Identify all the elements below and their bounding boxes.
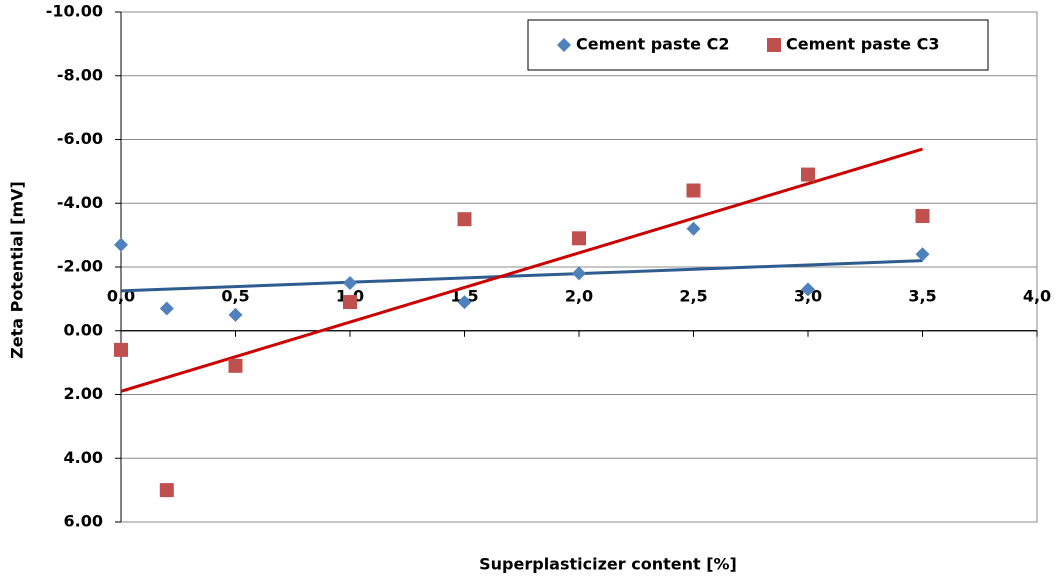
data-point [457,295,472,310]
y-tick-label: 4.00 [64,448,103,467]
data-point [915,247,930,262]
data-point [572,231,586,246]
data-point [114,342,128,357]
y-tick-label: -6.00 [57,129,103,148]
x-tick-label: 2,0 [565,286,593,305]
y-tick-label: -2.00 [57,257,103,276]
y-tick-label: 6.00 [64,512,103,531]
x-tick-label: 3,5 [908,286,936,305]
data-point [801,167,815,182]
data-point [686,221,701,236]
data-point [114,237,128,252]
legend-label: Cement paste C2 [576,35,729,54]
x-tick-label: 4,0 [1023,286,1051,305]
legend-label: Cement paste C3 [786,35,939,54]
legend-marker [557,38,571,52]
data-point [228,307,243,322]
trendline [120,147,923,393]
trendline [120,259,923,293]
legend-marker [767,38,781,52]
y-tick-label: -8.00 [57,65,103,84]
data-point [572,266,586,281]
x-axis-title: Superplasticizer content [%] [479,555,737,574]
data-point [457,212,472,227]
data-point [159,483,174,498]
data-point [159,301,174,316]
y-tick-label: 0.00 [64,320,103,339]
y-axis-title: Zeta Potential [mV] [8,181,27,359]
data-point [343,295,357,310]
data-point [343,275,357,290]
data-point [801,282,815,297]
x-tick-label: 2,5 [679,286,707,305]
data-point [915,209,930,223]
data-point [686,183,701,198]
x-tick-label: 0,5 [221,286,249,305]
legend-box [527,19,989,71]
y-tick-label: 2.00 [64,384,103,403]
data-point [228,358,243,373]
y-tick-label: -4.00 [57,193,103,212]
y-tick-label: -10.00 [46,2,103,21]
